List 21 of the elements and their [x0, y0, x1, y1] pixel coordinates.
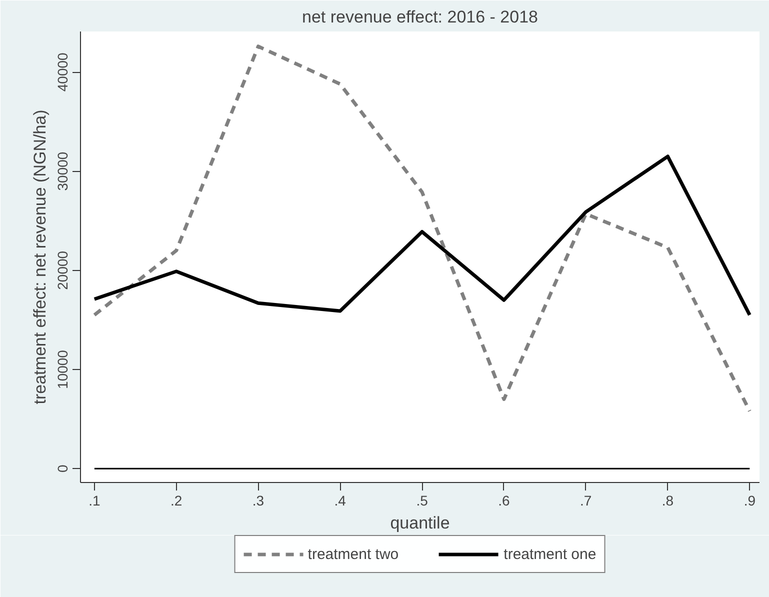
x-tick-label: .5: [416, 492, 428, 508]
y-tick-label: 20000: [54, 250, 70, 290]
y-tick-label: 30000: [54, 152, 70, 191]
x-tick-label: .9: [744, 492, 756, 508]
x-tick-label: .1: [88, 492, 100, 508]
x-tick-label: .4: [334, 492, 346, 508]
x-tick-label: .8: [662, 492, 674, 508]
x-axis-title: quantile: [390, 514, 450, 532]
x-tick-label: .2: [170, 492, 182, 508]
y-tick-label: 40000: [54, 52, 70, 92]
y-axis-title: treatment effect: net revenue (NGN/ha): [30, 110, 50, 404]
x-tick-label: .6: [498, 492, 510, 508]
y-tick-label: 10000: [54, 350, 70, 389]
legend-label: treatment one: [504, 546, 596, 562]
legend-label: treatment two: [308, 546, 399, 562]
x-tick-label: .7: [580, 492, 592, 508]
chart-title: net revenue effect: 2016 - 2018: [302, 8, 538, 26]
line-series: [92, 44, 752, 413]
line-series: [92, 154, 752, 317]
x-tick-label: .3: [252, 492, 264, 508]
y-tick-label: 0: [54, 464, 70, 473]
